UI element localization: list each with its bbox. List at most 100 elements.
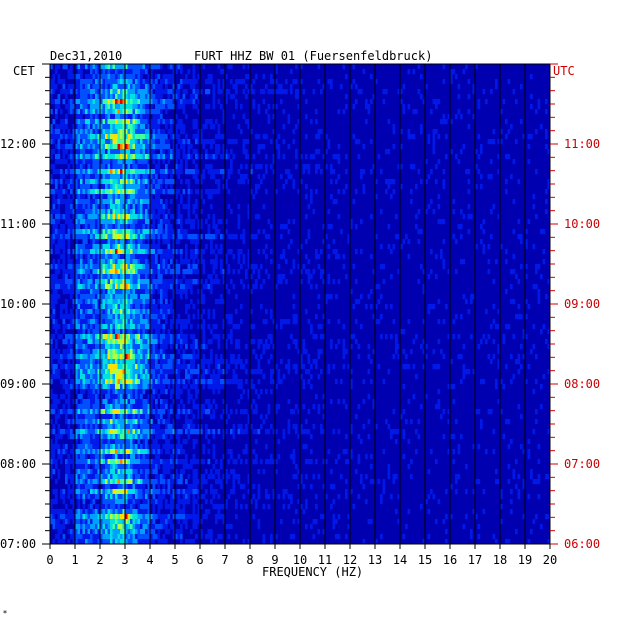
heat-cell	[70, 64, 73, 70]
heat-cell	[212, 89, 216, 95]
heat-cell	[517, 219, 521, 225]
heat-cell	[152, 124, 156, 130]
heat-cell	[145, 304, 148, 310]
heat-cell	[157, 309, 161, 315]
heat-cell	[85, 189, 88, 195]
heat-cell	[207, 229, 211, 235]
heat-cell	[65, 309, 68, 315]
heat-cell	[115, 114, 118, 120]
heat-cell	[140, 334, 143, 340]
heat-cell	[57, 214, 61, 220]
heat-cell	[232, 154, 236, 160]
heat-cell	[257, 274, 261, 280]
heat-cell	[102, 249, 106, 255]
heat-cell	[122, 104, 126, 110]
heat-cell	[67, 234, 71, 240]
heat-cell	[70, 69, 73, 75]
heat-cell	[157, 334, 161, 340]
heat-cell	[177, 214, 181, 220]
heat-cell	[120, 189, 123, 195]
heat-cell	[77, 339, 81, 345]
heat-cell	[160, 284, 163, 290]
heat-cell	[180, 259, 183, 265]
heat-cell	[245, 74, 248, 80]
heat-cell	[530, 94, 533, 100]
heat-cell	[142, 64, 146, 70]
heat-cell	[212, 224, 216, 230]
heat-cell	[50, 94, 53, 100]
heat-cell	[160, 264, 163, 270]
heat-cell	[95, 104, 98, 110]
heat-cell	[225, 179, 228, 185]
heat-cell	[150, 79, 153, 85]
heat-cell	[115, 219, 118, 225]
heat-cell	[277, 374, 281, 380]
heat-cell	[97, 324, 101, 330]
heat-cell	[467, 94, 471, 100]
heat-cell	[187, 219, 191, 225]
heat-cell	[125, 319, 128, 325]
heat-cell	[207, 214, 211, 220]
heat-cell	[172, 79, 176, 85]
heat-cell	[177, 334, 181, 340]
heat-cell	[150, 384, 153, 390]
heat-cell	[85, 369, 88, 375]
heat-cell	[127, 239, 131, 245]
heat-cell	[52, 334, 56, 340]
heat-cell	[95, 304, 98, 310]
heat-cell	[462, 69, 466, 75]
heat-cell	[152, 274, 156, 280]
heat-cell	[190, 289, 193, 295]
heat-cell	[222, 359, 226, 365]
heat-cell	[542, 324, 546, 330]
heat-cell	[147, 269, 151, 275]
heat-cell	[102, 339, 106, 345]
heat-cell	[190, 84, 193, 90]
heat-cell	[247, 89, 251, 95]
heat-cell	[85, 199, 88, 205]
heat-cell	[212, 169, 216, 175]
heat-cell	[102, 414, 106, 420]
heat-cell	[295, 164, 298, 170]
heat-cell	[112, 64, 116, 70]
heat-cell	[72, 379, 76, 385]
heat-cell	[120, 149, 123, 155]
heat-cell	[67, 404, 71, 410]
heat-cell	[80, 234, 83, 240]
heat-cell	[87, 344, 91, 350]
heat-cell	[80, 114, 83, 120]
heat-cell	[237, 249, 241, 255]
heat-cell	[157, 114, 161, 120]
heat-cell	[437, 404, 441, 410]
heat-cell	[107, 64, 111, 70]
heat-cell	[130, 289, 133, 295]
heat-cell	[105, 119, 108, 125]
heat-cell	[112, 299, 116, 305]
heat-cell	[137, 224, 141, 230]
heat-cell	[135, 349, 138, 355]
heat-cell	[277, 84, 281, 90]
heat-cell	[252, 399, 256, 405]
heat-cell	[80, 69, 83, 75]
heat-cell	[120, 154, 123, 160]
heat-cell	[60, 359, 63, 365]
heat-cell	[97, 119, 101, 125]
heat-cell	[72, 134, 76, 140]
heat-cell	[265, 169, 268, 175]
heat-cell	[117, 204, 121, 210]
heat-cell	[102, 104, 106, 110]
heat-cell	[97, 94, 101, 100]
heat-cell	[142, 314, 146, 320]
heat-cell	[57, 154, 61, 160]
heat-cell	[150, 289, 153, 295]
heat-cell	[102, 219, 106, 225]
heat-cell	[102, 344, 106, 350]
heat-cell	[522, 134, 526, 140]
heat-cell	[175, 319, 178, 325]
heat-cell	[97, 209, 101, 215]
heat-cell	[172, 169, 176, 175]
heat-cell	[190, 264, 193, 270]
heat-cell	[147, 334, 151, 340]
heat-cell	[475, 409, 478, 415]
heat-cell	[177, 219, 181, 225]
